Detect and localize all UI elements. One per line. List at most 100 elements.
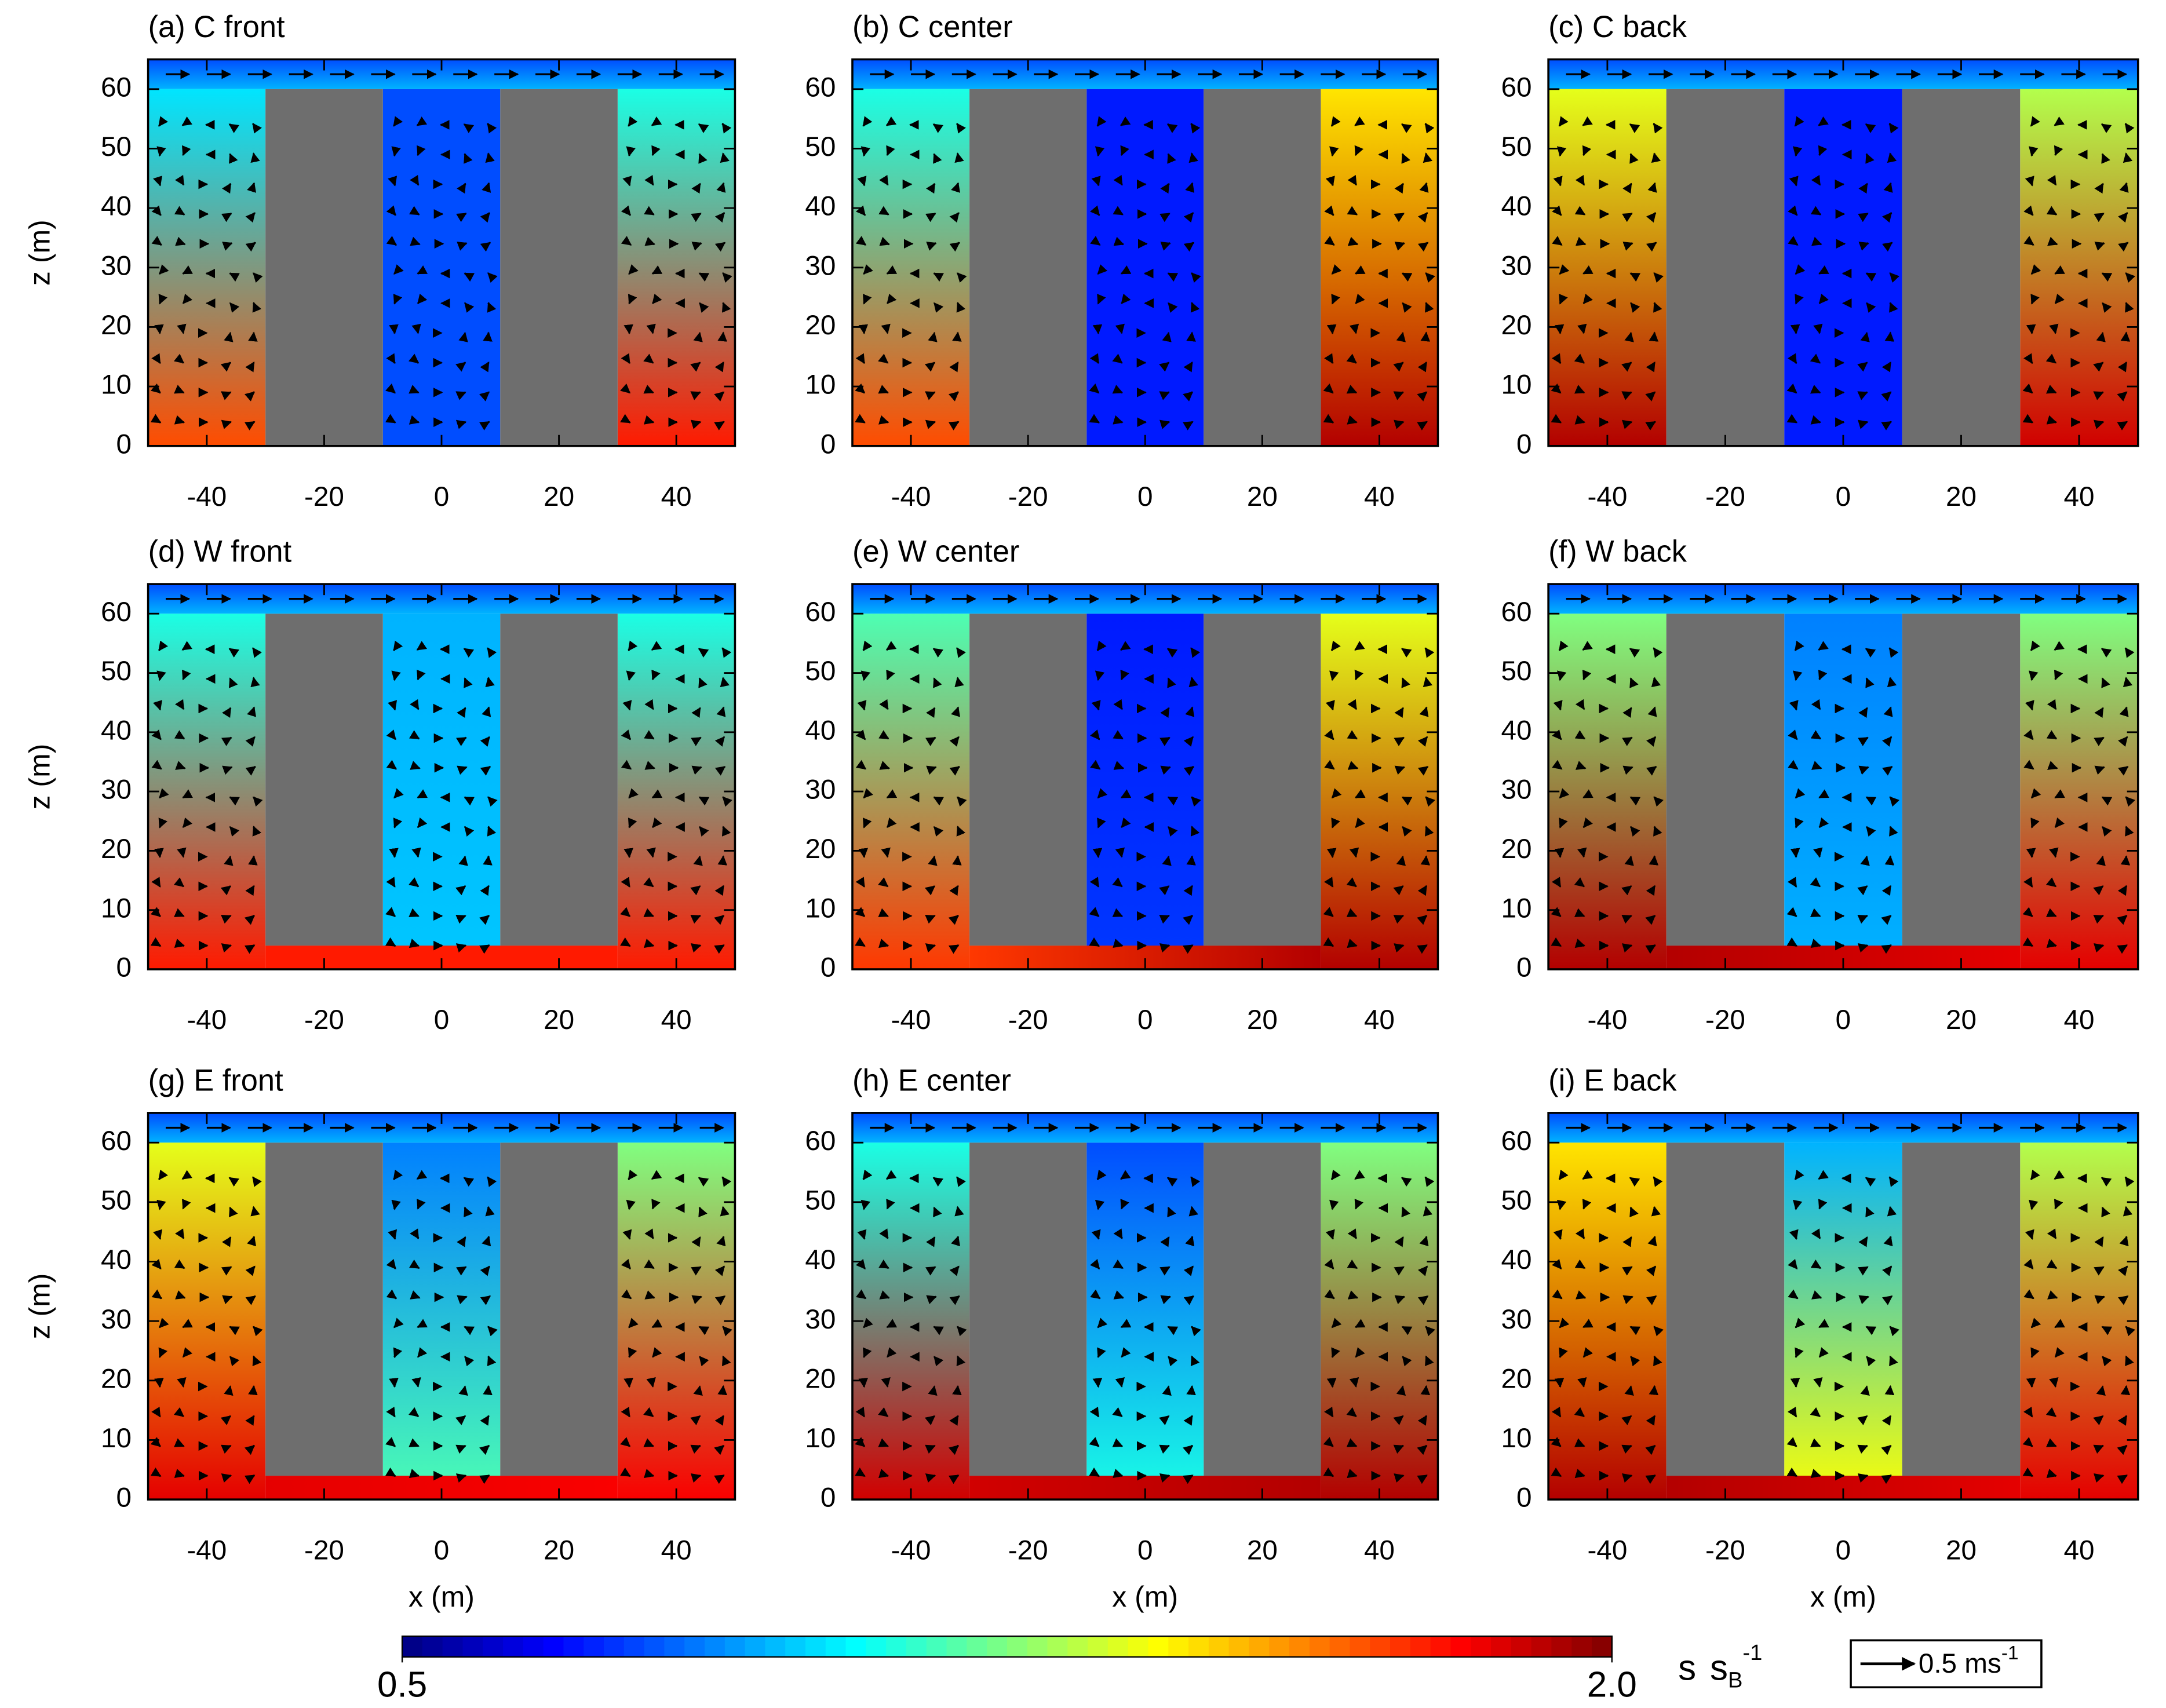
colorbar-cell [886, 1636, 907, 1657]
wind-arrow [1582, 641, 1593, 651]
wind-arrow [1160, 765, 1171, 775]
wind-arrow [1551, 907, 1562, 917]
wind-arrow [151, 353, 161, 364]
wind-arrow [1424, 123, 1435, 134]
wind-arrow [182, 789, 193, 799]
wind-arrow [1188, 1206, 1198, 1217]
wind-arrow [2094, 212, 2105, 222]
wind-arrow [222, 242, 233, 251]
wind-arrow [228, 648, 240, 658]
wind-arrow [153, 700, 162, 711]
y-tick-label: 20 [805, 310, 836, 341]
wind-arrow [2094, 707, 2104, 718]
wind-arrow [1888, 1176, 1899, 1187]
wind-arrow [480, 1295, 491, 1305]
wind-arrow [698, 123, 709, 133]
wind-arrow [714, 361, 725, 373]
wind-arrow [1653, 1355, 1662, 1367]
wind-arrow [932, 1177, 944, 1187]
wind-arrow [1113, 206, 1124, 216]
x-tick-label: -40 [1587, 481, 1627, 512]
colorbar-cell [1107, 1636, 1129, 1657]
wind-arrow [1120, 116, 1131, 126]
wind-arrow [1865, 272, 1877, 282]
wind-arrow [698, 648, 709, 658]
colorbar-cell [1490, 1636, 1512, 1657]
wind-arrow [1417, 212, 1428, 223]
wind-arrow [855, 729, 866, 740]
wind-arrow [1325, 700, 1335, 711]
wind-arrow [714, 1415, 725, 1426]
wind-arrow [1865, 796, 1877, 806]
x-tick-label: -20 [304, 481, 344, 512]
wind-arrow [2102, 1356, 2112, 1367]
wind-arrow [2045, 908, 2057, 917]
wind-arrow [644, 730, 655, 740]
wind-arrow [2101, 1177, 2112, 1187]
colorbar-cell [926, 1636, 947, 1657]
wind-arrow [480, 736, 490, 747]
x-tick-label: 40 [1364, 481, 1395, 512]
wind-arrow [1394, 1236, 1404, 1247]
wind-arrow [1417, 1415, 1428, 1426]
x-tick-label: -40 [891, 481, 931, 512]
wind-arrow [2022, 383, 2033, 394]
wind-arrow [714, 212, 725, 223]
wind-arrow [878, 1407, 889, 1418]
x-tick-label: -40 [1587, 1535, 1627, 1565]
wind-arrow [925, 736, 936, 746]
wind-arrow [886, 669, 895, 681]
wind-arrow [1646, 212, 1657, 223]
wind-arrow [182, 265, 193, 275]
panel-title: (g) E front [148, 1064, 283, 1097]
colorbar-cell [1390, 1636, 1412, 1657]
colorbar-cell [1430, 1636, 1452, 1657]
wind-arrow [416, 1170, 428, 1180]
wind-arrow [690, 391, 701, 400]
y-tick-label: 20 [101, 1363, 132, 1394]
wind-arrow [1552, 1258, 1562, 1270]
wind-arrow [857, 700, 867, 711]
colorbar-cell [1249, 1636, 1270, 1657]
wind-arrow [1097, 294, 1106, 305]
wind-arrow [1858, 183, 1868, 194]
wind-arrow [1866, 302, 1876, 313]
wind-arrow [933, 796, 945, 806]
wind-arrow [1160, 183, 1170, 194]
wind-arrow [1401, 153, 1410, 164]
wind-arrow [2123, 677, 2133, 688]
y-tick-label: 60 [101, 1126, 132, 1156]
x-tick-label: -20 [304, 1535, 344, 1565]
y-tick-label: 20 [1501, 1363, 1532, 1394]
y-tick-label: 50 [1501, 1185, 1532, 1216]
wind-arrow [221, 1266, 232, 1276]
x-tick-label: 20 [1946, 1535, 1977, 1565]
wind-arrow [386, 729, 396, 740]
wind-arrow [1622, 1295, 1633, 1305]
wind-arrow [1647, 706, 1657, 717]
unit-sub: B [1728, 1668, 1742, 1693]
colorbar-cell [1228, 1636, 1250, 1657]
wind-arrow [2093, 1415, 2104, 1425]
wind-arrow [1786, 937, 1798, 947]
wind-arrow [1857, 391, 1868, 400]
colorbar-cell [604, 1636, 625, 1657]
y-tick-label: 50 [101, 656, 132, 687]
wind-arrow [1788, 236, 1799, 246]
building [1902, 614, 2021, 946]
wind-arrow [1646, 361, 1656, 373]
wind-arrow [485, 677, 495, 688]
wind-arrow [2118, 736, 2128, 747]
x-tick-label: -20 [1008, 1535, 1048, 1565]
wind-arrow [174, 1259, 185, 1269]
colorbar-cell [1289, 1636, 1311, 1657]
wind-arrow [1865, 648, 1876, 658]
y-axis-label: z (m) [23, 1273, 56, 1340]
wind-arrow [181, 641, 192, 651]
wind-arrow [1191, 796, 1201, 807]
wind-arrow [1159, 1266, 1170, 1276]
wind-arrow [691, 736, 702, 746]
wind-arrow [386, 236, 398, 246]
wind-arrow [409, 730, 420, 740]
